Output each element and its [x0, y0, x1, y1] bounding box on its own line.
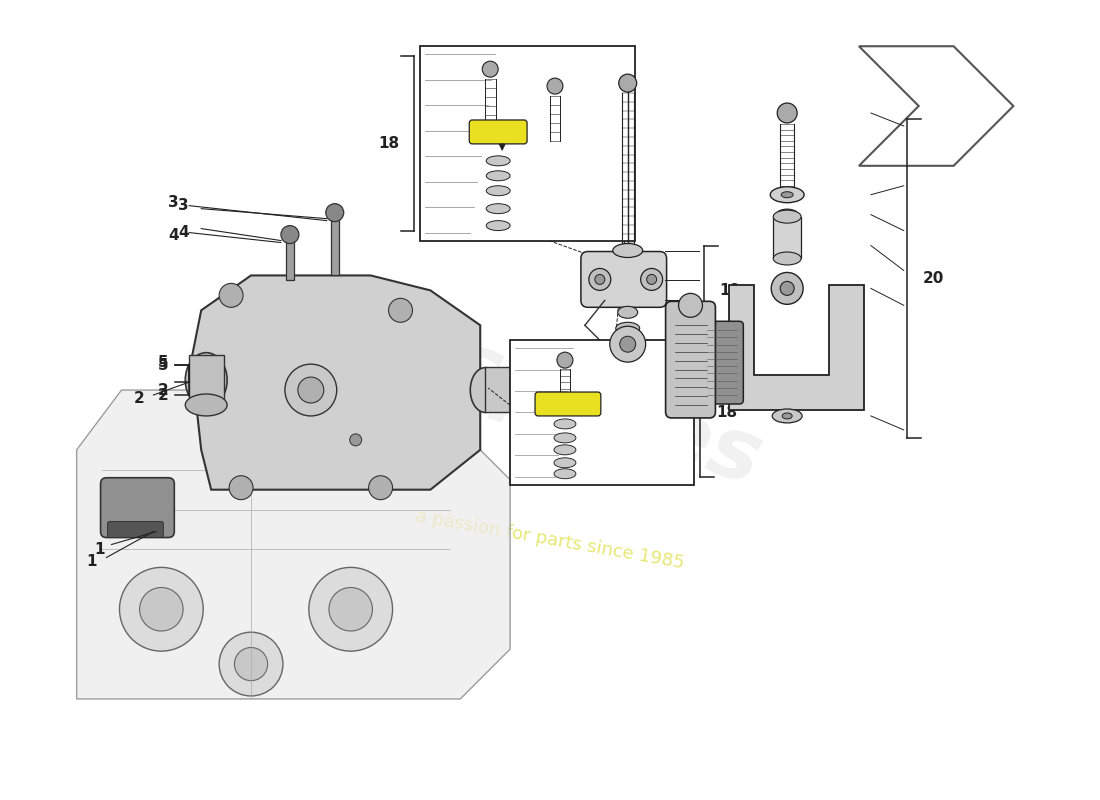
Circle shape — [280, 226, 299, 243]
Circle shape — [219, 632, 283, 696]
Ellipse shape — [554, 469, 576, 478]
Text: 2: 2 — [134, 390, 145, 406]
Bar — [189, 355, 224, 405]
Text: 4: 4 — [168, 228, 178, 243]
Text: 3: 3 — [178, 198, 188, 213]
Ellipse shape — [298, 377, 323, 403]
Ellipse shape — [777, 209, 799, 220]
Circle shape — [547, 78, 563, 94]
Ellipse shape — [640, 269, 662, 290]
Circle shape — [368, 476, 393, 500]
Ellipse shape — [588, 269, 610, 290]
Circle shape — [120, 567, 204, 651]
Ellipse shape — [772, 409, 802, 423]
Bar — [286, 235, 294, 281]
Ellipse shape — [554, 433, 576, 443]
Circle shape — [350, 434, 362, 446]
Text: 2: 2 — [158, 382, 168, 398]
Ellipse shape — [554, 419, 576, 429]
Ellipse shape — [521, 369, 549, 411]
Ellipse shape — [471, 368, 501, 413]
Circle shape — [219, 283, 243, 307]
FancyBboxPatch shape — [100, 478, 174, 538]
Bar — [773, 217, 801, 258]
Text: 4: 4 — [178, 225, 188, 240]
Ellipse shape — [486, 186, 510, 196]
Ellipse shape — [554, 458, 576, 468]
Ellipse shape — [554, 445, 576, 455]
FancyBboxPatch shape — [108, 522, 163, 538]
Ellipse shape — [285, 364, 337, 416]
Ellipse shape — [595, 274, 605, 285]
Text: 19: 19 — [718, 283, 740, 298]
Circle shape — [576, 367, 587, 377]
Ellipse shape — [486, 170, 510, 181]
Ellipse shape — [780, 282, 794, 295]
Ellipse shape — [773, 210, 801, 223]
FancyBboxPatch shape — [535, 392, 601, 416]
Circle shape — [329, 587, 373, 631]
Bar — [331, 214, 339, 275]
FancyBboxPatch shape — [581, 251, 667, 307]
Circle shape — [609, 326, 646, 362]
Ellipse shape — [616, 322, 640, 334]
Ellipse shape — [781, 192, 793, 198]
Ellipse shape — [185, 353, 227, 407]
Polygon shape — [729, 286, 864, 410]
FancyBboxPatch shape — [701, 322, 744, 404]
Ellipse shape — [613, 243, 642, 258]
Circle shape — [557, 352, 573, 368]
Polygon shape — [191, 275, 481, 490]
Text: 5: 5 — [158, 354, 168, 370]
Circle shape — [778, 103, 798, 123]
FancyBboxPatch shape — [666, 302, 715, 418]
Polygon shape — [77, 390, 510, 699]
Text: a passion for parts since 1985: a passion for parts since 1985 — [415, 507, 685, 572]
Ellipse shape — [486, 204, 510, 214]
Ellipse shape — [771, 273, 803, 304]
Ellipse shape — [528, 379, 542, 401]
Ellipse shape — [185, 394, 227, 416]
FancyBboxPatch shape — [470, 120, 527, 144]
Ellipse shape — [486, 221, 510, 230]
Circle shape — [482, 61, 498, 77]
Text: 1: 1 — [86, 554, 97, 569]
Text: eurospares: eurospares — [229, 257, 772, 504]
Text: 1: 1 — [95, 542, 104, 557]
Circle shape — [309, 567, 393, 651]
Ellipse shape — [770, 186, 804, 202]
Text: 5: 5 — [158, 358, 168, 373]
Text: 18: 18 — [378, 136, 399, 151]
Circle shape — [326, 204, 343, 222]
Ellipse shape — [773, 252, 801, 265]
Bar — [510, 340, 694, 485]
Ellipse shape — [618, 306, 638, 318]
Circle shape — [388, 298, 412, 322]
Text: 20: 20 — [923, 271, 945, 286]
Bar — [420, 46, 635, 241]
Text: 18: 18 — [716, 405, 737, 420]
Circle shape — [570, 360, 594, 384]
Circle shape — [619, 336, 636, 352]
Circle shape — [234, 647, 267, 681]
Text: 2: 2 — [158, 387, 168, 402]
Ellipse shape — [486, 156, 510, 166]
Circle shape — [229, 476, 253, 500]
Text: 3: 3 — [168, 195, 178, 210]
Circle shape — [619, 74, 637, 92]
Ellipse shape — [782, 413, 792, 419]
Ellipse shape — [647, 274, 657, 285]
Circle shape — [679, 294, 703, 318]
Bar — [485, 367, 535, 412]
Circle shape — [140, 587, 183, 631]
